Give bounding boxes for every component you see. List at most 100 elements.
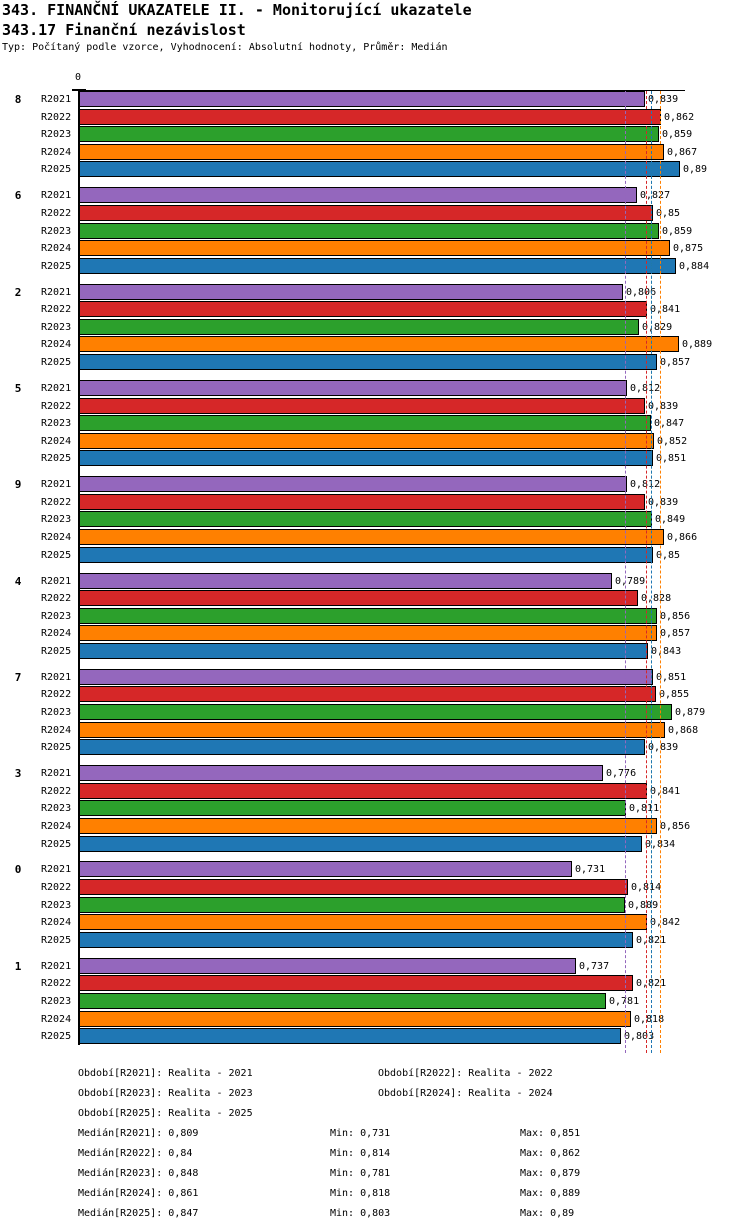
bar-value-label: 0,867 — [667, 146, 698, 158]
bar-5-R2021[interactable] — [79, 379, 627, 396]
legend-period-entry: Období[R2021]: Realita - 2021 — [78, 1068, 253, 1079]
bar-3-R2023[interactable] — [79, 800, 626, 817]
legend-min-value: Min: 0,814 — [330, 1148, 391, 1159]
bar-row-label: R2021 — [41, 864, 72, 876]
legend-period-entry: Období[R2024]: Realita - 2024 — [378, 1088, 553, 1099]
bar-value-label: 0,839 — [648, 94, 679, 105]
legend-max-value: Max: 0,851 — [520, 1128, 581, 1139]
bar-4-R2025[interactable] — [79, 642, 648, 659]
bar-row-label: R2025 — [41, 934, 72, 946]
bar-0-R2024[interactable] — [79, 914, 647, 931]
bar-value-label: 0,842 — [650, 917, 681, 929]
bar-1-R2021[interactable] — [79, 957, 576, 974]
group-label-4: 4 — [14, 574, 22, 588]
bar-4-R2024[interactable] — [79, 625, 657, 642]
bar-0-R2021[interactable] — [79, 861, 572, 878]
bar-8-R2021[interactable] — [79, 91, 645, 107]
bar-5-R2023[interactable] — [79, 415, 651, 432]
page-subtitle-params: Typ: Počítaný podle vzorce, Vyhodnocení:… — [2, 42, 448, 53]
bar-2-R2024[interactable] — [79, 336, 679, 353]
bar-value-label: 0,841 — [650, 304, 681, 316]
bar-5-R2025[interactable] — [79, 450, 653, 467]
bar-value-label: 0,875 — [673, 243, 704, 255]
median-line-R2021 — [625, 91, 627, 1054]
bar-1-R2023[interactable] — [79, 992, 606, 1009]
bar-value-label: 0,851 — [656, 453, 687, 465]
group-label-7: 7 — [14, 670, 22, 684]
bar-7-R2021[interactable] — [79, 668, 653, 685]
page-title-sub: 343.17 Finanční nezávislost — [2, 21, 246, 39]
bar-4-R2021[interactable] — [79, 572, 612, 589]
group-label-2: 2 — [14, 285, 22, 299]
bar-row-label: R2024 — [41, 146, 72, 158]
bar-row-label: R2023 — [41, 225, 72, 237]
bar-4-R2022[interactable] — [79, 590, 638, 607]
bar-value-label: 0,859 — [662, 129, 693, 141]
bar-7-R2024[interactable] — [79, 721, 665, 738]
bar-row-label: R2024 — [41, 243, 72, 255]
bar-row-label: R2023 — [41, 321, 72, 333]
bar-value-label: 0,737 — [579, 960, 610, 972]
bar-6-R2025[interactable] — [79, 257, 676, 274]
bar-1-R2025[interactable] — [79, 1028, 621, 1045]
bar-value-label: 0,884 — [679, 260, 710, 272]
bar-9-R2021[interactable] — [79, 476, 627, 493]
bar-row-label: R2023 — [41, 418, 72, 430]
bar-2-R2025[interactable] — [79, 354, 657, 370]
bar-3-R2024[interactable] — [79, 817, 657, 834]
median-line-R2024 — [660, 91, 662, 1054]
bar-row-label: R2022 — [41, 882, 72, 893]
bar-8-R2025[interactable] — [79, 161, 680, 178]
bar-0-R2023[interactable] — [79, 896, 625, 913]
bar-8-R2022[interactable] — [79, 108, 661, 125]
bar-9-R2022[interactable] — [79, 493, 645, 510]
bar-6-R2023[interactable] — [79, 222, 659, 239]
bar-9-R2025[interactable] — [79, 546, 653, 563]
bar-3-R2021[interactable] — [79, 765, 603, 782]
bar-6-R2022[interactable] — [79, 204, 653, 221]
bar-row-label: R2021 — [41, 94, 72, 105]
bar-0-R2022[interactable] — [79, 879, 628, 895]
legend-period-entry: Období[R2023]: Realita - 2023 — [78, 1088, 253, 1099]
bar-6-R2024[interactable] — [79, 240, 670, 257]
bar-value-label: 0,843 — [651, 645, 682, 657]
bar-value-label: 0,857 — [660, 357, 691, 368]
legend-min-value: Min: 0,818 — [330, 1188, 391, 1199]
bar-row-label: R2021 — [41, 479, 72, 491]
bar-value-label: 0,851 — [656, 671, 687, 683]
bar-0-R2025[interactable] — [79, 931, 633, 948]
group-label-3: 3 — [14, 767, 22, 781]
bar-5-R2022[interactable] — [79, 397, 645, 414]
legend-median-value: Medián[R2025]: 0,847 — [78, 1208, 199, 1219]
bar-6-R2021[interactable] — [79, 187, 637, 204]
bar-value-label: 0,847 — [654, 418, 685, 430]
bar-row-label: R2024 — [41, 1013, 72, 1025]
bar-1-R2022[interactable] — [79, 975, 633, 992]
bar-2-R2022[interactable] — [79, 301, 647, 318]
bar-4-R2023[interactable] — [79, 607, 657, 624]
bar-7-R2022[interactable] — [79, 686, 656, 703]
group-label-8: 8 — [14, 93, 22, 106]
bar-9-R2024[interactable] — [79, 529, 664, 545]
bar-8-R2024[interactable] — [79, 143, 664, 160]
bar-value-label: 0,855 — [659, 689, 690, 701]
legend-median-value: Medián[R2022]: 0,84 — [78, 1148, 193, 1159]
bar-row-label: R2021 — [41, 190, 72, 202]
bar-7-R2023[interactable] — [79, 704, 672, 720]
legend-max-value: Max: 0,89 — [520, 1208, 575, 1219]
legend-median-value: Medián[R2021]: 0,809 — [78, 1128, 199, 1139]
bar-value-label: 0,829 — [642, 321, 673, 333]
bar-5-R2024[interactable] — [79, 432, 654, 449]
bar-8-R2023[interactable] — [79, 126, 659, 143]
bar-3-R2025[interactable] — [79, 835, 642, 852]
bar-value-label: 0,857 — [660, 628, 691, 640]
bar-7-R2025[interactable] — [79, 739, 645, 756]
bar-2-R2023[interactable] — [79, 318, 639, 335]
bar-3-R2022[interactable] — [79, 782, 647, 799]
bar-2-R2021[interactable] — [79, 283, 623, 300]
legend-min-value: Min: 0,803 — [330, 1208, 391, 1219]
bar-row-label: R2022 — [41, 400, 72, 412]
bar-9-R2023[interactable] — [79, 511, 652, 528]
bar-1-R2024[interactable] — [79, 1010, 631, 1027]
bar-row-label: R2023 — [41, 995, 72, 1007]
